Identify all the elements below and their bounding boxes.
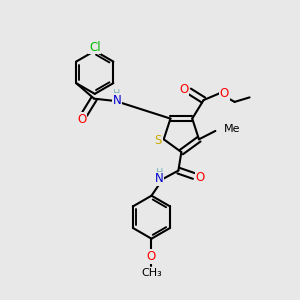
Text: H: H <box>113 89 121 100</box>
Text: N: N <box>113 94 122 107</box>
Text: CH₃: CH₃ <box>141 268 162 278</box>
Text: O: O <box>196 171 205 184</box>
Text: O: O <box>179 83 188 96</box>
Text: N: N <box>155 172 164 185</box>
Text: O: O <box>220 87 229 100</box>
Text: S: S <box>155 134 162 147</box>
Text: Cl: Cl <box>89 41 100 54</box>
Text: H: H <box>156 168 163 178</box>
Text: Me: Me <box>224 124 240 134</box>
Text: O: O <box>147 250 156 263</box>
Text: O: O <box>77 113 87 126</box>
